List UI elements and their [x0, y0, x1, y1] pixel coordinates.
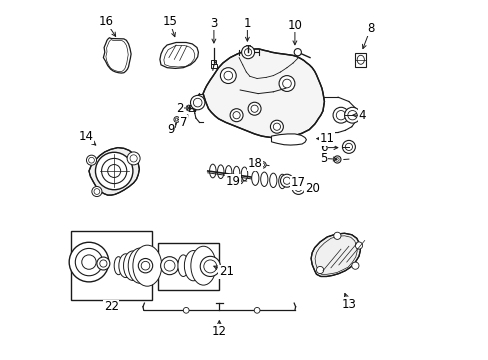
- Ellipse shape: [251, 171, 258, 185]
- Circle shape: [270, 120, 283, 133]
- Text: 13: 13: [341, 298, 356, 311]
- Circle shape: [200, 256, 220, 276]
- Circle shape: [333, 232, 340, 239]
- Ellipse shape: [209, 164, 216, 178]
- Circle shape: [280, 174, 293, 187]
- Text: 1: 1: [243, 17, 251, 30]
- Polygon shape: [203, 49, 324, 138]
- Circle shape: [241, 46, 254, 59]
- Circle shape: [342, 140, 355, 153]
- Circle shape: [127, 152, 140, 165]
- Ellipse shape: [128, 248, 152, 283]
- Ellipse shape: [233, 166, 239, 180]
- Polygon shape: [271, 134, 306, 145]
- Circle shape: [69, 242, 108, 282]
- Bar: [71, 231, 152, 300]
- Bar: [188, 105, 194, 111]
- Circle shape: [86, 155, 96, 165]
- Ellipse shape: [133, 245, 162, 286]
- Text: 6: 6: [319, 141, 327, 154]
- Text: 18: 18: [247, 157, 262, 170]
- Ellipse shape: [269, 173, 276, 188]
- Circle shape: [254, 307, 260, 313]
- Circle shape: [316, 266, 323, 274]
- Text: 5: 5: [319, 152, 327, 165]
- Ellipse shape: [178, 255, 188, 276]
- Circle shape: [294, 49, 301, 56]
- Circle shape: [190, 95, 204, 110]
- Ellipse shape: [114, 257, 122, 275]
- Ellipse shape: [184, 251, 202, 281]
- Text: 15: 15: [162, 15, 177, 28]
- Circle shape: [279, 76, 294, 91]
- Circle shape: [351, 262, 358, 269]
- Text: 11: 11: [319, 132, 334, 145]
- Circle shape: [230, 109, 243, 122]
- Circle shape: [344, 107, 360, 123]
- Text: 4: 4: [358, 109, 366, 122]
- Circle shape: [138, 258, 152, 273]
- Circle shape: [183, 307, 189, 313]
- Bar: [211, 60, 216, 64]
- Text: 14: 14: [79, 130, 93, 143]
- Circle shape: [291, 181, 305, 194]
- Ellipse shape: [225, 166, 231, 179]
- Text: 19: 19: [225, 175, 240, 188]
- Ellipse shape: [278, 174, 285, 189]
- Bar: [210, 64, 217, 68]
- Circle shape: [97, 257, 110, 270]
- Text: 9: 9: [166, 123, 174, 136]
- Text: 7: 7: [179, 116, 187, 129]
- Text: 21: 21: [219, 265, 234, 278]
- Ellipse shape: [217, 165, 224, 179]
- Bar: [245, 45, 250, 50]
- Ellipse shape: [119, 254, 132, 278]
- Text: 12: 12: [211, 325, 226, 338]
- Circle shape: [247, 102, 261, 115]
- Text: 17: 17: [290, 176, 305, 189]
- Circle shape: [160, 257, 178, 275]
- Text: 8: 8: [366, 22, 373, 35]
- Bar: [355, 53, 366, 67]
- Circle shape: [333, 156, 340, 163]
- Ellipse shape: [123, 251, 142, 280]
- Circle shape: [95, 152, 133, 190]
- Text: 2: 2: [176, 102, 183, 114]
- Circle shape: [220, 68, 236, 84]
- Polygon shape: [89, 148, 139, 195]
- Circle shape: [355, 242, 362, 249]
- Text: 16: 16: [98, 15, 113, 28]
- Circle shape: [332, 107, 348, 123]
- Circle shape: [236, 177, 243, 184]
- Bar: [158, 243, 219, 290]
- Text: 3: 3: [210, 17, 217, 30]
- Ellipse shape: [260, 172, 267, 186]
- Ellipse shape: [241, 167, 247, 181]
- Text: 20: 20: [304, 182, 319, 195]
- Polygon shape: [310, 233, 360, 276]
- Circle shape: [92, 186, 102, 197]
- Text: 10: 10: [287, 19, 302, 32]
- Ellipse shape: [190, 246, 216, 285]
- Circle shape: [259, 162, 265, 168]
- Text: 22: 22: [103, 300, 119, 313]
